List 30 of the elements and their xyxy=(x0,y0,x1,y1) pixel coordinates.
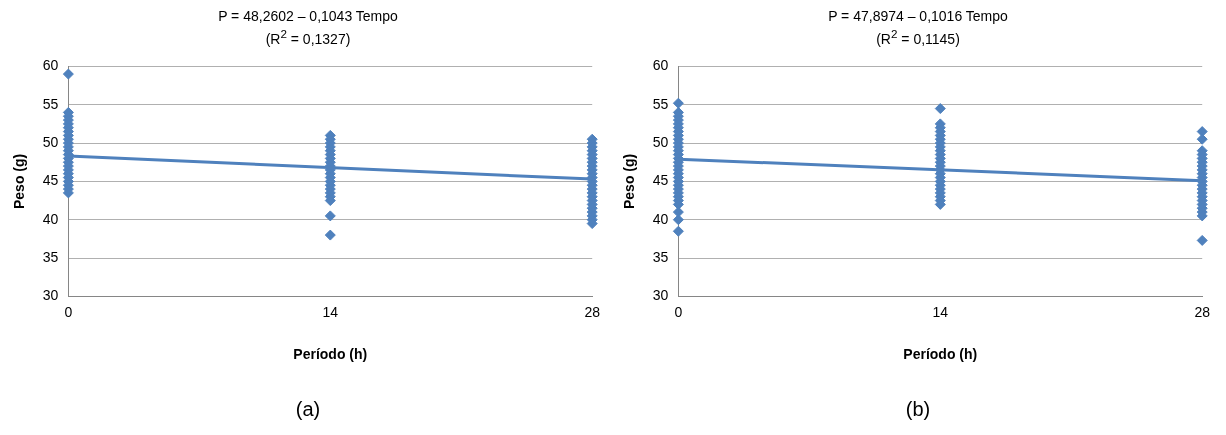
y-tick-label: 30 xyxy=(652,286,669,303)
y-tick-label: 55 xyxy=(42,95,59,112)
y-tick-label: 30 xyxy=(42,286,59,303)
chart-subtitle: (R$^{2}$ = 0,1145) xyxy=(875,26,961,48)
y-tick-label: 60 xyxy=(652,56,669,73)
y-tick-label: 45 xyxy=(652,171,669,188)
y-tick-label: 35 xyxy=(42,248,59,265)
y-axis-title: Peso (g) xyxy=(11,153,28,209)
y-tick-label: 40 xyxy=(42,210,59,227)
chart-title: P = 47,8974 – 0,1016 Tempo xyxy=(827,8,1009,25)
x-tick-label: 0 xyxy=(64,303,73,320)
y-axis-title: Peso (g) xyxy=(621,153,638,209)
chart-subtitle: (R$^{2}$ = 0,1327) xyxy=(264,26,352,48)
y-tick-label: 40 xyxy=(652,210,669,227)
x-tick-label: 28 xyxy=(1194,303,1211,320)
x-axis-title: Período (h) xyxy=(903,346,978,363)
y-tick-label: 60 xyxy=(42,56,59,73)
y-tick-label: 35 xyxy=(652,248,669,265)
x-axis-title: Período (h) xyxy=(293,346,368,363)
x-tick-label: 14 xyxy=(322,303,339,320)
y-tick-label: 50 xyxy=(652,133,669,150)
y-tick-label: 55 xyxy=(652,95,669,112)
text: (a) xyxy=(294,397,322,421)
chart-title: P = 48,2602 – 0,1043 Tempo xyxy=(217,8,399,25)
y-tick-label: 45 xyxy=(42,171,59,188)
x-tick-label: 28 xyxy=(584,303,601,320)
x-tick-label: 14 xyxy=(932,303,949,320)
text: (b) xyxy=(904,397,932,421)
y-tick-label: 50 xyxy=(42,133,59,150)
x-tick-label: 0 xyxy=(674,303,683,320)
